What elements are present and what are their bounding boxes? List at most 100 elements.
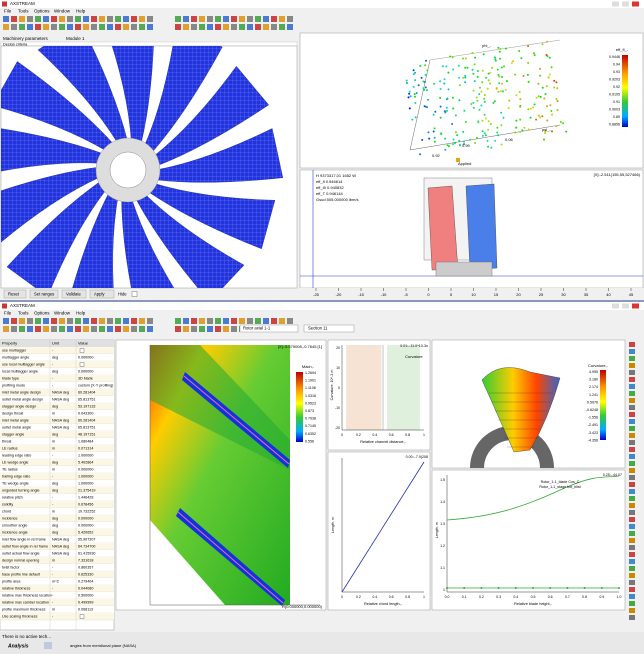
tab[interactable]: Module 1 xyxy=(66,36,85,41)
toolbar-button[interactable] xyxy=(191,24,197,30)
side-tool[interactable] xyxy=(629,524,635,529)
toolbar-button[interactable] xyxy=(263,24,269,30)
side-tool[interactable] xyxy=(629,496,635,501)
toolbar-button[interactable] xyxy=(123,326,129,332)
side-tool[interactable] xyxy=(629,433,635,438)
button[interactable] xyxy=(29,289,59,299)
toolbar-button[interactable] xyxy=(223,326,229,332)
side-tool[interactable] xyxy=(629,468,635,473)
toolbar-button[interactable] xyxy=(191,326,197,332)
toolbar-button[interactable] xyxy=(175,326,181,332)
side-tool[interactable] xyxy=(629,545,635,550)
toolbar-button[interactable] xyxy=(83,16,89,22)
toolbar-button[interactable] xyxy=(43,318,49,324)
toolbar-button[interactable] xyxy=(75,24,81,30)
toolbar-button[interactable] xyxy=(35,318,41,324)
toolbar-button[interactable] xyxy=(175,24,181,30)
toolbar-button[interactable] xyxy=(183,326,189,332)
button-label[interactable]: Apply xyxy=(94,291,105,296)
toolbar-button[interactable] xyxy=(287,16,293,22)
side-tool[interactable] xyxy=(629,370,635,375)
side-tool[interactable] xyxy=(629,384,635,389)
button[interactable] xyxy=(89,289,115,299)
toolbar-button[interactable] xyxy=(75,326,81,332)
toolbar-button[interactable] xyxy=(147,24,153,30)
toolbar-button[interactable] xyxy=(247,16,253,22)
toolbar-button[interactable] xyxy=(223,318,229,324)
side-tool[interactable] xyxy=(629,573,635,578)
menu-item[interactable]: Options xyxy=(34,311,50,316)
side-tool[interactable] xyxy=(629,510,635,515)
toolbar-button[interactable] xyxy=(91,24,97,30)
toolbar-button[interactable] xyxy=(191,16,197,22)
menu-item[interactable]: Tools xyxy=(18,311,29,316)
side-tool[interactable] xyxy=(629,391,635,396)
toolbar-button[interactable] xyxy=(239,16,245,22)
side-tool[interactable] xyxy=(629,398,635,403)
menu-item[interactable]: Tools xyxy=(18,9,29,14)
button-label[interactable]: Reset xyxy=(8,291,20,296)
button-label[interactable]: Validate xyxy=(66,291,81,296)
toolbar-button[interactable] xyxy=(107,318,113,324)
side-tool[interactable] xyxy=(629,517,635,522)
toolbar-button[interactable] xyxy=(43,326,49,332)
toolbar-button[interactable] xyxy=(67,326,73,332)
toolbar-button[interactable] xyxy=(51,326,57,332)
toolbar-button[interactable] xyxy=(3,16,9,22)
side-tool[interactable] xyxy=(629,440,635,445)
toolbar-button[interactable] xyxy=(271,24,277,30)
toolbar-button[interactable] xyxy=(175,318,181,324)
side-tool[interactable] xyxy=(629,356,635,361)
toolbar-button[interactable] xyxy=(231,318,237,324)
toolbar-button[interactable] xyxy=(139,318,145,324)
toolbar-button[interactable] xyxy=(67,24,73,30)
toolbar-button[interactable] xyxy=(3,24,9,30)
menu-item[interactable]: Options xyxy=(34,9,50,14)
toolbar-button[interactable] xyxy=(223,24,229,30)
toolbar-button[interactable] xyxy=(35,326,41,332)
toolbar-button[interactable] xyxy=(107,24,113,30)
side-tool[interactable] xyxy=(629,566,635,571)
toolbar-button[interactable] xyxy=(3,318,9,324)
toolbar-button[interactable] xyxy=(207,326,213,332)
side-tool[interactable] xyxy=(629,601,635,606)
toolbar-button[interactable] xyxy=(139,16,145,22)
toolbar-button[interactable] xyxy=(35,16,41,22)
toolbar-button[interactable] xyxy=(59,24,65,30)
side-tool[interactable] xyxy=(629,587,635,592)
toolbar-button[interactable] xyxy=(99,24,105,30)
toolbar-button[interactable] xyxy=(147,318,153,324)
side-tool[interactable] xyxy=(629,377,635,382)
side-tool[interactable] xyxy=(629,363,635,368)
toolbar-button[interactable] xyxy=(107,16,113,22)
checkbox[interactable] xyxy=(79,348,85,353)
toolbar-button[interactable] xyxy=(75,16,81,22)
toolbar-button[interactable] xyxy=(59,326,65,332)
toolbar-button[interactable] xyxy=(147,326,153,332)
toolbar-button[interactable] xyxy=(131,318,137,324)
toolbar-button[interactable] xyxy=(115,16,121,22)
toolbar-button[interactable] xyxy=(99,326,105,332)
toolbar-button[interactable] xyxy=(11,16,17,22)
side-tool[interactable] xyxy=(629,594,635,599)
toolbar-button[interactable] xyxy=(67,318,73,324)
toolbar-button[interactable] xyxy=(19,326,25,332)
toolbar-button[interactable] xyxy=(175,16,181,22)
toolbar-button[interactable] xyxy=(231,326,237,332)
toolbar-button[interactable] xyxy=(231,16,237,22)
toolbar-button[interactable] xyxy=(11,318,17,324)
side-tool[interactable] xyxy=(629,447,635,452)
button[interactable] xyxy=(3,289,27,299)
toolbar-button[interactable] xyxy=(19,318,25,324)
toolbar-button[interactable] xyxy=(139,326,145,332)
toolbar-button[interactable] xyxy=(3,326,9,332)
side-tool[interactable] xyxy=(629,559,635,564)
side-tool[interactable] xyxy=(629,405,635,410)
toolbar-button[interactable] xyxy=(123,318,129,324)
menu-item[interactable]: Window xyxy=(54,9,71,14)
side-tool[interactable] xyxy=(629,489,635,494)
toolbar-button[interactable] xyxy=(59,16,65,22)
menu-item[interactable]: Window xyxy=(54,311,71,316)
toolbar-button[interactable] xyxy=(183,24,189,30)
toolbar-button[interactable] xyxy=(99,16,105,22)
